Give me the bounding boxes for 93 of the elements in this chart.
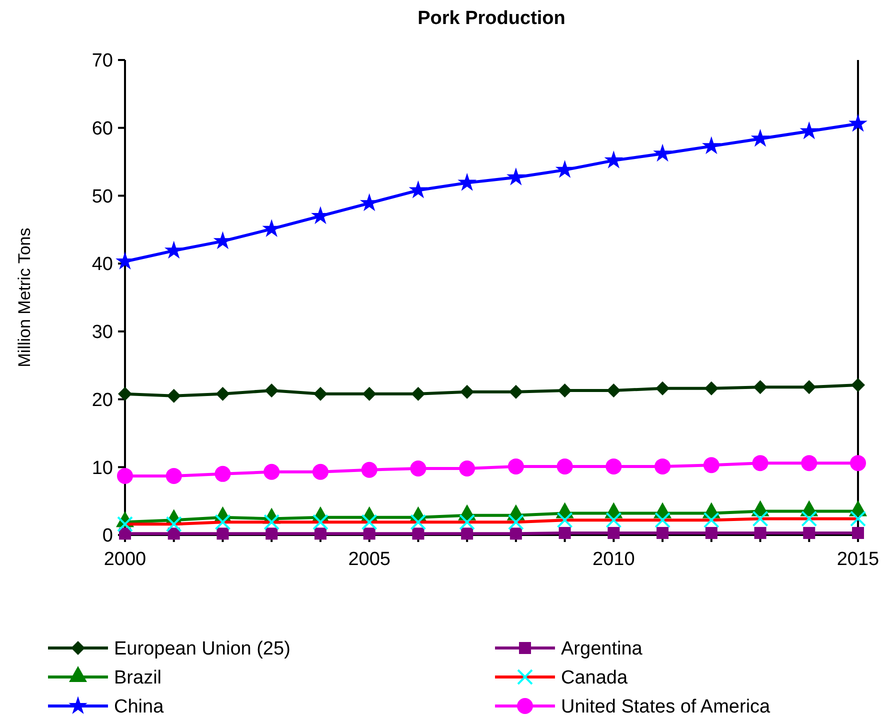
legend-label: United States of America: [561, 696, 771, 718]
point: [800, 121, 819, 140]
point: [801, 510, 818, 527]
point: [703, 512, 720, 528]
y-axis-title: Million Metric Tons: [15, 228, 34, 368]
x-tick-label: 2010: [592, 549, 635, 570]
point: [166, 516, 182, 532]
point: [408, 180, 428, 198]
point: [754, 526, 766, 539]
point: [802, 380, 816, 394]
point: [556, 512, 573, 528]
point: [410, 460, 426, 476]
point: [458, 172, 476, 191]
legend-label: Argentina: [561, 638, 643, 660]
y-tick-label: 70: [92, 50, 113, 72]
point: [216, 528, 229, 540]
point: [216, 386, 230, 401]
point: [850, 510, 866, 527]
point: [702, 136, 721, 154]
point: [361, 462, 378, 478]
x-tick-label: 2000: [104, 549, 146, 570]
point: [556, 458, 573, 474]
point: [752, 510, 768, 527]
point: [703, 457, 720, 474]
y-tick-label: 20: [92, 390, 113, 411]
point: [803, 526, 816, 539]
point: [558, 526, 571, 539]
point: [264, 383, 279, 398]
point: [412, 528, 424, 540]
point: [604, 150, 624, 168]
point: [508, 458, 524, 474]
point: [656, 381, 670, 396]
point: [654, 458, 671, 474]
point: [801, 455, 818, 472]
point: [117, 516, 133, 532]
legend-label: Brazil: [114, 668, 162, 689]
point: [166, 468, 182, 484]
point: [508, 514, 524, 530]
y-tick-label: 40: [92, 254, 113, 276]
point: [118, 386, 132, 401]
y-tick-label: 60: [92, 118, 113, 140]
point: [555, 160, 574, 178]
point: [312, 514, 328, 530]
y-tick-label: 0: [102, 526, 113, 547]
point: [461, 528, 474, 540]
point: [361, 514, 378, 530]
chart-title: Pork Production: [418, 8, 566, 29]
y-tick-label: 10: [92, 458, 113, 479]
point: [606, 383, 621, 398]
point: [411, 386, 426, 401]
y-tick-label: 50: [92, 186, 113, 208]
y-tick-label: 30: [92, 322, 113, 344]
point: [117, 468, 133, 484]
point: [363, 528, 376, 540]
point: [459, 514, 476, 530]
point: [214, 466, 231, 482]
point: [164, 240, 184, 259]
point: [852, 526, 864, 539]
point: [214, 514, 231, 530]
point: [459, 460, 476, 476]
legend-label: China: [114, 696, 164, 718]
x-tick-label: 2015: [836, 549, 880, 570]
point: [704, 381, 718, 396]
point: [606, 512, 622, 528]
point: [264, 464, 280, 480]
x-tick-label: 2005: [348, 549, 390, 570]
point: [850, 455, 866, 472]
point: [606, 458, 622, 474]
point: [851, 378, 865, 392]
legend-label: Canada: [561, 668, 628, 689]
point: [558, 383, 572, 398]
point: [753, 380, 768, 394]
point: [313, 386, 328, 401]
point: [608, 526, 620, 539]
point: [653, 144, 672, 162]
point: [314, 528, 326, 540]
point: [264, 514, 280, 530]
point: [705, 526, 718, 539]
point: [362, 386, 376, 401]
point: [848, 114, 868, 132]
point: [508, 384, 523, 399]
point: [656, 526, 669, 539]
point: [166, 388, 181, 403]
point: [654, 512, 671, 528]
point: [266, 528, 278, 540]
legend-label: European Union (25): [114, 638, 290, 660]
point: [460, 384, 474, 399]
point: [510, 528, 522, 540]
point: [312, 464, 328, 480]
point: [750, 128, 770, 147]
point: [752, 455, 768, 472]
point: [506, 167, 526, 186]
point: [410, 514, 426, 530]
